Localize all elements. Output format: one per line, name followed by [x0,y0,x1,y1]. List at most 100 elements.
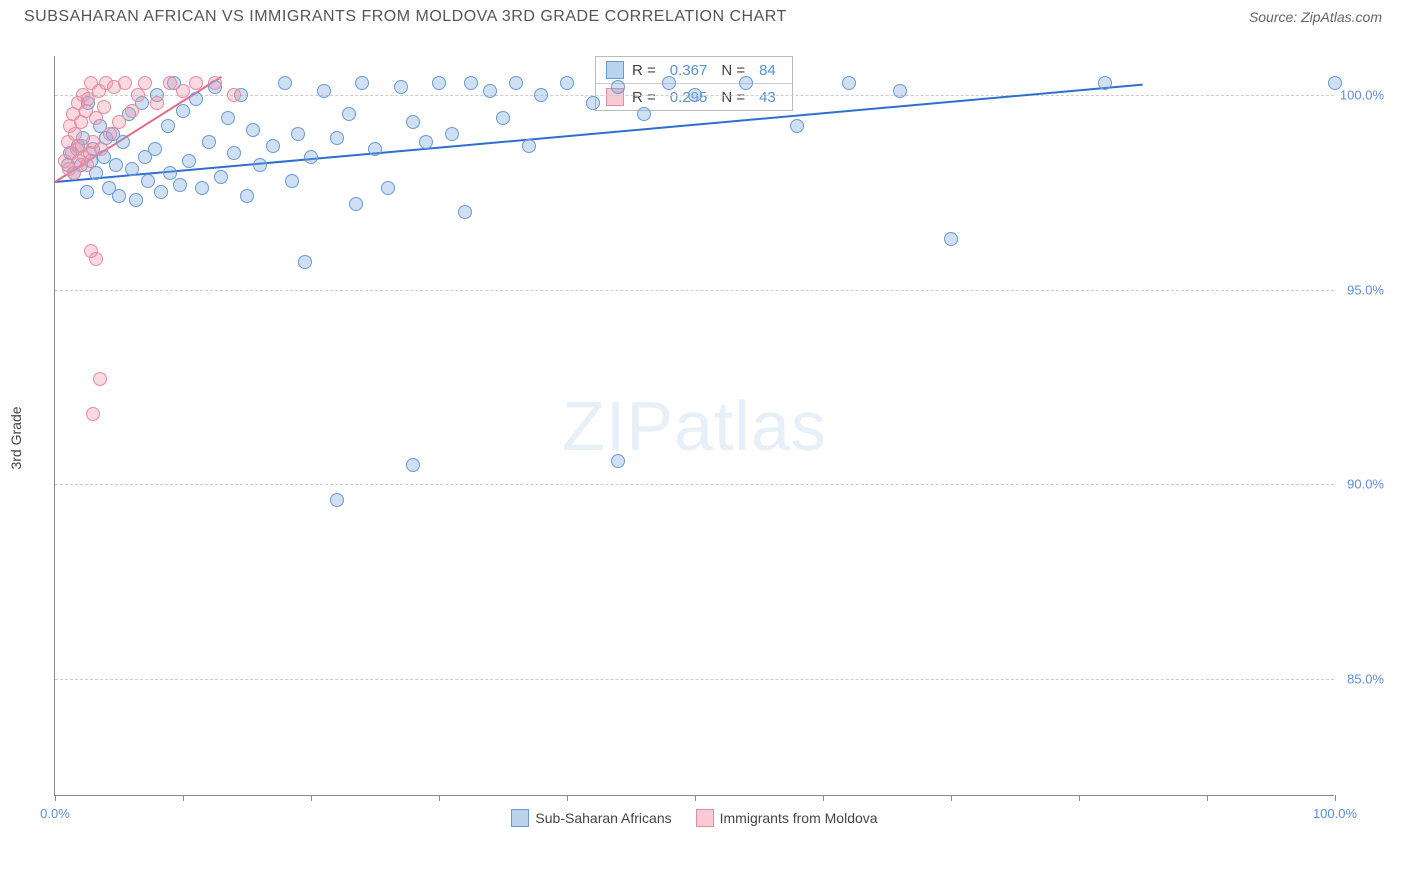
chart-title: SUBSAHARAN AFRICAN VS IMMIGRANTS FROM MO… [24,8,787,26]
y-tick-label: 100.0% [1338,87,1384,102]
data-point [116,135,130,149]
data-point [483,84,497,98]
data-point [154,185,168,199]
data-point [637,107,651,121]
data-point [176,104,190,118]
data-point [227,146,241,160]
data-point [202,135,216,149]
data-point [509,76,523,90]
legend-swatch-a-icon [511,809,529,827]
data-point [173,178,187,192]
data-point [445,127,459,141]
data-point [118,76,132,90]
x-tick [1207,795,1208,801]
data-point [103,127,117,141]
data-point [163,76,177,90]
data-point [560,76,574,90]
swatch-a-icon [606,61,624,79]
data-point [330,131,344,145]
chart-container: 3rd Grade ZIPatlas R = 0.367 N = 84 R = … [24,48,1382,828]
data-point [86,407,100,421]
y-tick-label: 90.0% [1338,477,1384,492]
data-point [330,493,344,507]
r-value-a: 0.367 [670,62,708,79]
data-point [246,123,260,137]
data-point [739,76,753,90]
data-point [944,232,958,246]
data-point [125,104,139,118]
data-point [406,458,420,472]
data-point [189,76,203,90]
x-tick [695,795,696,801]
data-point [182,154,196,168]
x-tick [1335,795,1336,801]
data-point [163,166,177,180]
gridline [55,679,1334,680]
data-point [266,139,280,153]
data-point [342,107,356,121]
data-point [394,80,408,94]
data-point [112,189,126,203]
x-tick [55,795,56,801]
data-point [93,372,107,386]
data-point [253,158,267,172]
data-point [189,92,203,106]
data-point [522,139,536,153]
data-point [1098,76,1112,90]
data-point [611,454,625,468]
data-point [176,84,190,98]
legend-label-b: Immigrants from Moldova [720,810,878,826]
data-point [406,115,420,129]
x-tick [951,795,952,801]
data-point [611,80,625,94]
data-point [214,170,228,184]
watermark: ZIPatlas [562,386,827,466]
legend-label-a: Sub-Saharan Africans [535,810,671,826]
legend-item-a: Sub-Saharan Africans [511,809,671,827]
y-tick-label: 85.0% [1338,672,1384,687]
data-point [458,205,472,219]
data-point [464,76,478,90]
n-value-b: 43 [759,89,776,106]
data-point [790,119,804,133]
y-tick-label: 95.0% [1338,282,1384,297]
x-tick [1079,795,1080,801]
data-point [195,181,209,195]
legend-item-b: Immigrants from Moldova [696,809,878,827]
plot-area: ZIPatlas R = 0.367 N = 84 R = 0.295 N = … [54,56,1334,796]
y-axis-label: 3rd Grade [8,406,24,469]
x-tick [823,795,824,801]
data-point [208,76,222,90]
data-point [317,84,331,98]
data-point [80,185,94,199]
r-label: R = [632,89,656,106]
data-point [291,127,305,141]
data-point [285,174,299,188]
data-point [138,76,152,90]
gridline [55,484,1334,485]
x-tick [311,795,312,801]
x-tick-label: 100.0% [1313,806,1357,821]
data-point [89,111,103,125]
data-point [662,76,676,90]
x-tick [567,795,568,801]
data-point [432,76,446,90]
data-point [419,135,433,149]
data-point [227,88,241,102]
data-point [1328,76,1342,90]
bottom-legend: Sub-Saharan Africans Immigrants from Mol… [55,809,1334,827]
data-point [278,76,292,90]
x-tick-label: 0.0% [40,806,70,821]
data-point [496,111,510,125]
n-value-a: 84 [759,62,776,79]
data-point [842,76,856,90]
data-point [349,197,363,211]
data-point [129,193,143,207]
data-point [368,142,382,156]
data-point [109,158,123,172]
data-point [586,96,600,110]
data-point [381,181,395,195]
source-label: Source: ZipAtlas.com [1249,9,1382,25]
data-point [97,100,111,114]
data-point [221,111,235,125]
